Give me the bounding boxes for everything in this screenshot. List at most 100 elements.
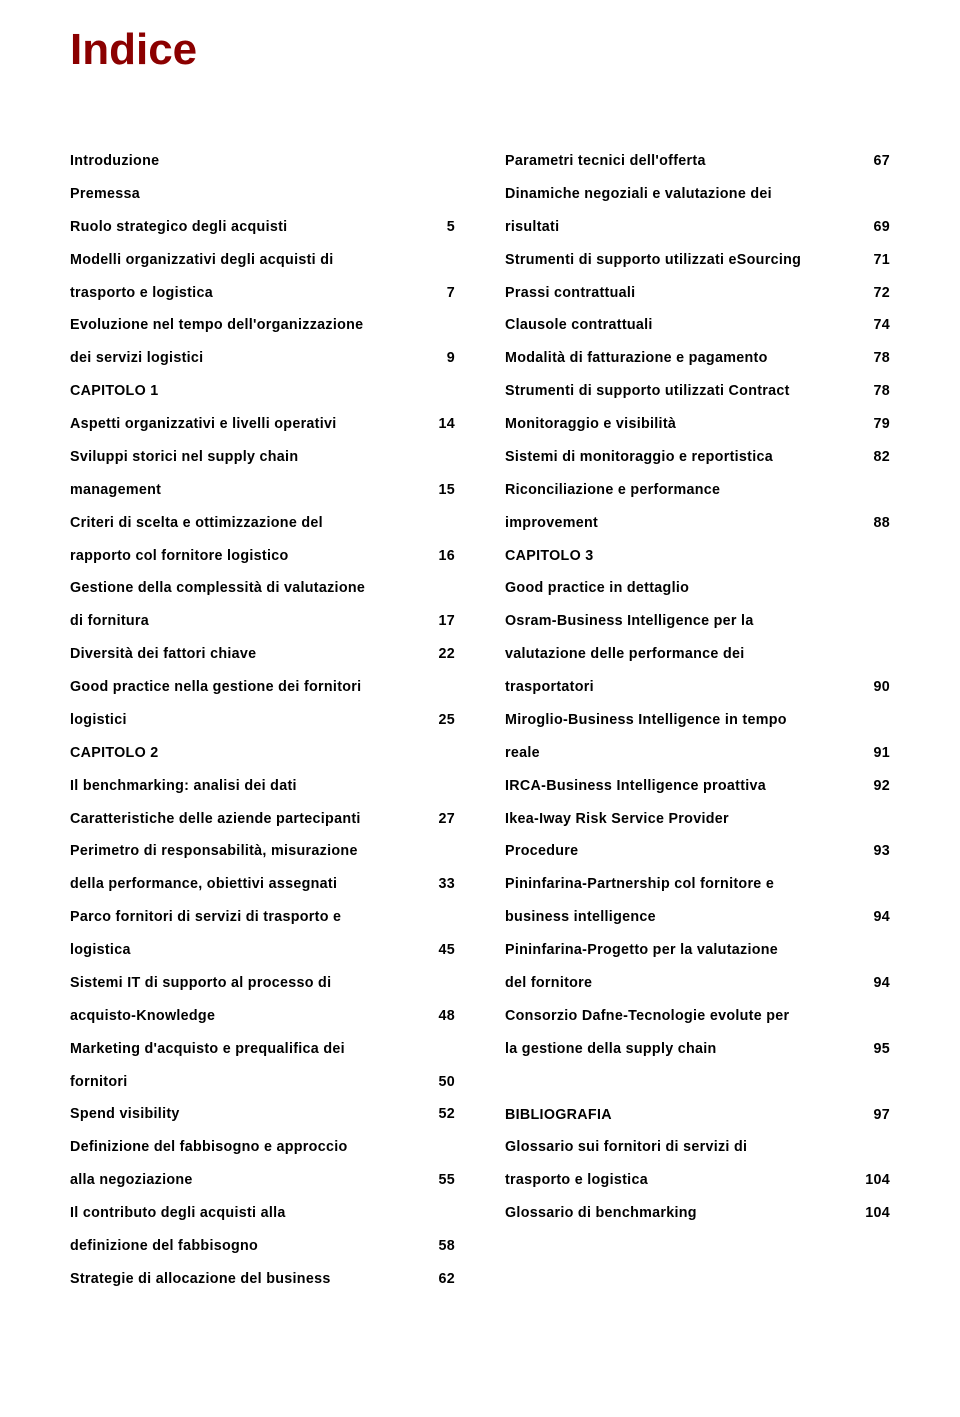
toc-label: Diversità dei fattori chiave — [70, 638, 425, 671]
toc-entry: rapporto col fornitore logistico16 — [70, 540, 455, 573]
toc-entry: Procedure93 — [505, 835, 890, 868]
toc-label: Aspetti organizzativi e livelli operativ… — [70, 408, 425, 441]
toc-label: trasportatori — [505, 671, 860, 704]
toc-entry: Sistemi IT di supporto al processo di — [70, 967, 455, 1000]
toc-label: Criteri di scelta e ottimizzazione del — [70, 507, 425, 540]
toc-page: 78 — [860, 375, 890, 408]
toc-entry: Modelli organizzativi degli acquisti di — [70, 244, 455, 277]
toc-page: 71 — [860, 244, 890, 277]
toc-entry: risultati69 — [505, 211, 890, 244]
toc-entry: Good practice in dettaglio — [505, 572, 890, 605]
toc-label: improvement — [505, 507, 860, 540]
toc-label: fornitori — [70, 1066, 425, 1099]
toc-page: 15 — [425, 474, 455, 507]
toc-entry: Modalità di fatturazione e pagamento78 — [505, 342, 890, 375]
toc-entry: Riconciliazione e performance — [505, 474, 890, 507]
toc-entry: trasporto e logistica7 — [70, 277, 455, 310]
toc-entry: Premessa — [70, 178, 455, 211]
toc-entry: di fornitura17 — [70, 605, 455, 638]
toc-entry: logistici25 — [70, 704, 455, 737]
toc-label: IRCA-Business Intelligence proattiva — [505, 770, 860, 803]
toc-page: 22 — [425, 638, 455, 671]
toc-entry: Marketing d'acquisto e prequalifica dei — [70, 1033, 455, 1066]
toc-label: Sistemi di monitoraggio e reportistica — [505, 441, 860, 474]
toc-entry: Evoluzione nel tempo dell'organizzazione — [70, 309, 455, 342]
toc-label: Prassi contrattuali — [505, 277, 860, 310]
toc-spacer — [505, 1066, 890, 1099]
toc-entry: Dinamiche negoziali e valutazione dei — [505, 178, 890, 211]
toc-entry: dei servizi logistici9 — [70, 342, 455, 375]
toc-label: Strategie di allocazione del business — [70, 1263, 425, 1296]
page-title: Indice — [70, 25, 890, 75]
toc-page: 16 — [425, 540, 455, 573]
toc-page: 78 — [860, 342, 890, 375]
toc-label: Sistemi IT di supporto al processo di — [70, 967, 425, 1000]
toc-columns: IntroduzionePremessaRuolo strategico deg… — [70, 145, 890, 1296]
toc-page: 25 — [425, 704, 455, 737]
toc-label: valutazione delle performance dei — [505, 638, 860, 671]
toc-label: business intelligence — [505, 901, 860, 934]
toc-label: trasporto e logistica — [70, 277, 425, 310]
toc-page: 79 — [860, 408, 890, 441]
toc-label: logistici — [70, 704, 425, 737]
toc-label: Parco fornitori di servizi di trasporto … — [70, 901, 425, 934]
toc-label: Strumenti di supporto utilizzati Contrac… — [505, 375, 860, 408]
toc-page: 55 — [425, 1164, 455, 1197]
toc-page: 88 — [860, 507, 890, 540]
toc-label: Ikea-Iway Risk Service Provider — [505, 803, 860, 836]
toc-entry: definizione del fabbisogno58 — [70, 1230, 455, 1263]
toc-label: Pininfarina-Partnership col fornitore e — [505, 868, 860, 901]
toc-label: Sviluppi storici nel supply chain — [70, 441, 425, 474]
toc-entry: Definizione del fabbisogno e approccio — [70, 1131, 455, 1164]
toc-entry: Caratteristiche delle aziende partecipan… — [70, 803, 455, 836]
toc-page: 95 — [860, 1033, 890, 1066]
toc-entry: IRCA-Business Intelligence proattiva92 — [505, 770, 890, 803]
toc-entry: Sistemi di monitoraggio e reportistica82 — [505, 441, 890, 474]
toc-page: 92 — [860, 770, 890, 803]
toc-entry: valutazione delle performance dei — [505, 638, 890, 671]
toc-page: 104 — [860, 1164, 890, 1197]
toc-entry: Good practice nella gestione dei fornito… — [70, 671, 455, 704]
toc-entry: Parco fornitori di servizi di trasporto … — [70, 901, 455, 934]
toc-entry: Il contributo degli acquisti alla — [70, 1197, 455, 1230]
toc-entry: Strumenti di supporto utilizzati Contrac… — [505, 375, 890, 408]
toc-label: Modalità di fatturazione e pagamento — [505, 342, 860, 375]
toc-label: Il contributo degli acquisti alla — [70, 1197, 425, 1230]
toc-page: 90 — [860, 671, 890, 704]
toc-page: 69 — [860, 211, 890, 244]
toc-entry: business intelligence94 — [505, 901, 890, 934]
toc-label: Good practice nella gestione dei fornito… — [70, 671, 425, 704]
toc-page: 45 — [425, 934, 455, 967]
toc-label: rapporto col fornitore logistico — [70, 540, 425, 573]
toc-entry: Strumenti di supporto utilizzati eSourci… — [505, 244, 890, 277]
toc-entry: Aspetti organizzativi e livelli operativ… — [70, 408, 455, 441]
toc-label: Miroglio-Business Intelligence in tempo — [505, 704, 860, 737]
toc-label: Perimetro di responsabilità, misurazione — [70, 835, 425, 868]
toc-label: Ruolo strategico degli acquisti — [70, 211, 425, 244]
toc-label: Caratteristiche delle aziende partecipan… — [70, 803, 425, 836]
toc-label: Strumenti di supporto utilizzati eSourci… — [505, 244, 860, 277]
toc-page: 82 — [860, 441, 890, 474]
toc-entry: Parametri tecnici dell'offerta67 — [505, 145, 890, 178]
toc-entry: acquisto-Knowledge48 — [70, 1000, 455, 1033]
toc-page: 67 — [860, 145, 890, 178]
toc-page: 14 — [425, 408, 455, 441]
toc-entry: Criteri di scelta e ottimizzazione del — [70, 507, 455, 540]
toc-entry: Consorzio Dafne-Tecnologie evolute per — [505, 1000, 890, 1033]
toc-page: 58 — [425, 1230, 455, 1263]
toc-entry: alla negoziazione55 — [70, 1164, 455, 1197]
toc-entry: reale91 — [505, 737, 890, 770]
toc-label: Osram-Business Intelligence per la — [505, 605, 860, 638]
toc-entry: Ikea-Iway Risk Service Provider — [505, 803, 890, 836]
toc-label: Spend visibility — [70, 1098, 425, 1131]
toc-column-right: Parametri tecnici dell'offerta67Dinamich… — [505, 145, 890, 1296]
toc-entry: della performance, obiettivi assegnati33 — [70, 868, 455, 901]
toc-label: trasporto e logistica — [505, 1164, 860, 1197]
toc-label: management — [70, 474, 425, 507]
toc-entry: Introduzione — [70, 145, 455, 178]
toc-label: Dinamiche negoziali e valutazione dei — [505, 178, 860, 211]
toc-entry: Glossario sui fornitori di servizi di — [505, 1131, 890, 1164]
toc-page: 93 — [860, 835, 890, 868]
toc-label: BIBLIOGRAFIA — [505, 1099, 860, 1132]
toc-label: reale — [505, 737, 860, 770]
